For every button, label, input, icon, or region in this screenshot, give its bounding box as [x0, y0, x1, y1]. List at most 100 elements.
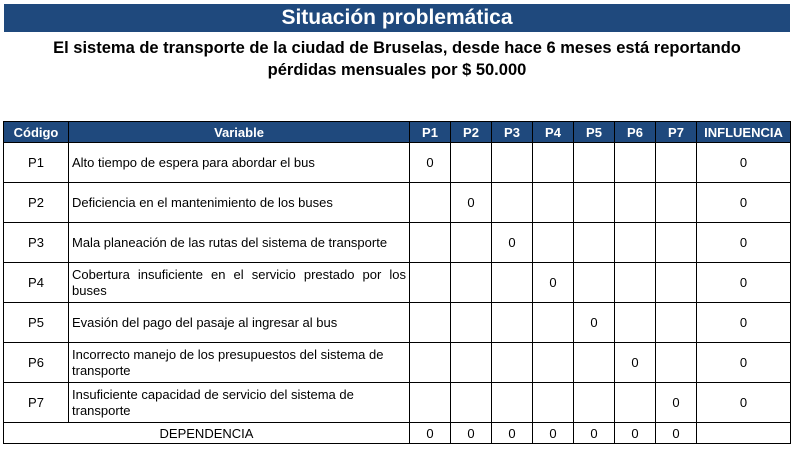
matrix-cell [614, 302, 656, 343]
matrix-cell [573, 222, 615, 263]
row-influencia: 0 [696, 222, 791, 263]
header-influencia: INFLUENCIA [696, 121, 791, 143]
matrix-cell [409, 382, 451, 423]
header-p2: P2 [450, 121, 492, 143]
header-p5: P5 [573, 121, 615, 143]
matrix-cell [491, 182, 533, 223]
matrix-cell [573, 142, 615, 183]
matrix-cell [614, 222, 656, 263]
matrix-cell [491, 262, 533, 303]
dependencia-value: 0 [573, 422, 615, 444]
dependencia-value: 0 [450, 422, 492, 444]
matrix-cell [573, 262, 615, 303]
header-p6: P6 [614, 121, 656, 143]
matrix-cell [450, 262, 492, 303]
matrix-cell: 0 [491, 222, 533, 263]
row-code: P5 [3, 302, 69, 343]
matrix-cell [450, 222, 492, 263]
row-code: P2 [3, 182, 69, 223]
matrix-cell [532, 182, 574, 223]
matrix-cell [491, 342, 533, 383]
row-influencia: 0 [696, 382, 791, 423]
matrix-cell [532, 142, 574, 183]
problem-statement-line-2: pérdidas mensuales por $ 50.000 [267, 61, 527, 79]
row-influencia: 0 [696, 142, 791, 183]
header-p1: P1 [409, 121, 451, 143]
table-row: P6 Incorrecto manejo de los presupuestos… [3, 342, 791, 383]
header-row: Código Variable P1 P2 P3 P4 P5 P6 P7 INF… [3, 121, 791, 143]
row-variable: Cobertura insuficiente en el servicio pr… [68, 262, 410, 303]
row-variable: Mala planeación de las rutas del sistema… [68, 222, 410, 263]
page-title: Situación problemática [4, 4, 790, 32]
matrix-cell [573, 342, 615, 383]
table-row: P2 Deficiencia en el mantenimiento de lo… [3, 182, 791, 223]
row-variable: Evasión del pago del pasaje al ingresar … [68, 302, 410, 343]
row-variable: Alto tiempo de espera para abordar el bu… [68, 142, 410, 183]
header-variable: Variable [68, 121, 410, 143]
matrix-cell [409, 222, 451, 263]
row-code: P4 [3, 262, 69, 303]
matrix-cell: 0 [450, 182, 492, 223]
matrix-cell [491, 302, 533, 343]
row-influencia: 0 [696, 182, 791, 223]
matrix-cell [573, 382, 615, 423]
dependencia-empty [696, 422, 791, 444]
row-influencia: 0 [696, 342, 791, 383]
matrix-cell [614, 262, 656, 303]
matrix-cell [614, 142, 656, 183]
dependencia-value: 0 [655, 422, 697, 444]
matrix-cell [573, 182, 615, 223]
matrix-cell [409, 262, 451, 303]
matrix-cell [655, 142, 697, 183]
dependencia-value: 0 [614, 422, 656, 444]
matrix-cell: 0 [573, 302, 615, 343]
matrix-cell [409, 342, 451, 383]
matrix-cell: 0 [655, 382, 697, 423]
matrix-cell [532, 382, 574, 423]
row-influencia: 0 [696, 262, 791, 303]
row-variable: Incorrecto manejo de los presupuestos de… [68, 342, 410, 383]
matrix-cell [655, 302, 697, 343]
table-row: P7 Insuficiente capacidad de servicio de… [3, 382, 791, 423]
row-code: P7 [3, 382, 69, 423]
header-p4: P4 [532, 121, 574, 143]
matrix-cell [450, 382, 492, 423]
influence-matrix-table: Código Variable P1 P2 P3 P4 P5 P6 P7 INF… [3, 121, 791, 444]
row-variable: Insuficiente capacidad de servicio del s… [68, 382, 410, 423]
row-influencia: 0 [696, 302, 791, 343]
matrix-cell [655, 222, 697, 263]
row-code: P6 [3, 342, 69, 383]
matrix-cell [491, 142, 533, 183]
header-p3: P3 [491, 121, 533, 143]
problem-statement: El sistema de transporte de la ciudad de… [4, 37, 790, 81]
table-row: P1 Alto tiempo de espera para abordar el… [3, 142, 791, 183]
table-row: P4 Cobertura insuficiente en el servicio… [3, 262, 791, 303]
matrix-cell [655, 342, 697, 383]
table-row: P5 Evasión del pago del pasaje al ingres… [3, 302, 791, 343]
dependencia-value: 0 [409, 422, 451, 444]
matrix-cell [450, 342, 492, 383]
header-codigo: Código [3, 121, 69, 143]
matrix-cell: 0 [614, 342, 656, 383]
dependencia-value: 0 [532, 422, 574, 444]
dependencia-label: DEPENDENCIA [3, 422, 410, 444]
matrix-cell: 0 [532, 262, 574, 303]
matrix-cell [491, 382, 533, 423]
row-code: P1 [3, 142, 69, 183]
matrix-cell [532, 342, 574, 383]
matrix-cell [532, 222, 574, 263]
dependencia-row: DEPENDENCIA 0 0 0 0 0 0 0 [3, 422, 791, 444]
matrix-cell [409, 182, 451, 223]
dependencia-value: 0 [491, 422, 533, 444]
header-p7: P7 [655, 121, 697, 143]
matrix-cell [450, 302, 492, 343]
matrix-cell [614, 382, 656, 423]
table-row: P3 Mala planeación de las rutas del sist… [3, 222, 791, 263]
matrix-cell [450, 142, 492, 183]
matrix-cell [655, 182, 697, 223]
matrix-cell: 0 [409, 142, 451, 183]
row-variable: Deficiencia en el mantenimiento de los b… [68, 182, 410, 223]
matrix-cell [655, 262, 697, 303]
matrix-cell [409, 302, 451, 343]
problem-statement-line-1: El sistema de transporte de la ciudad de… [53, 39, 741, 57]
